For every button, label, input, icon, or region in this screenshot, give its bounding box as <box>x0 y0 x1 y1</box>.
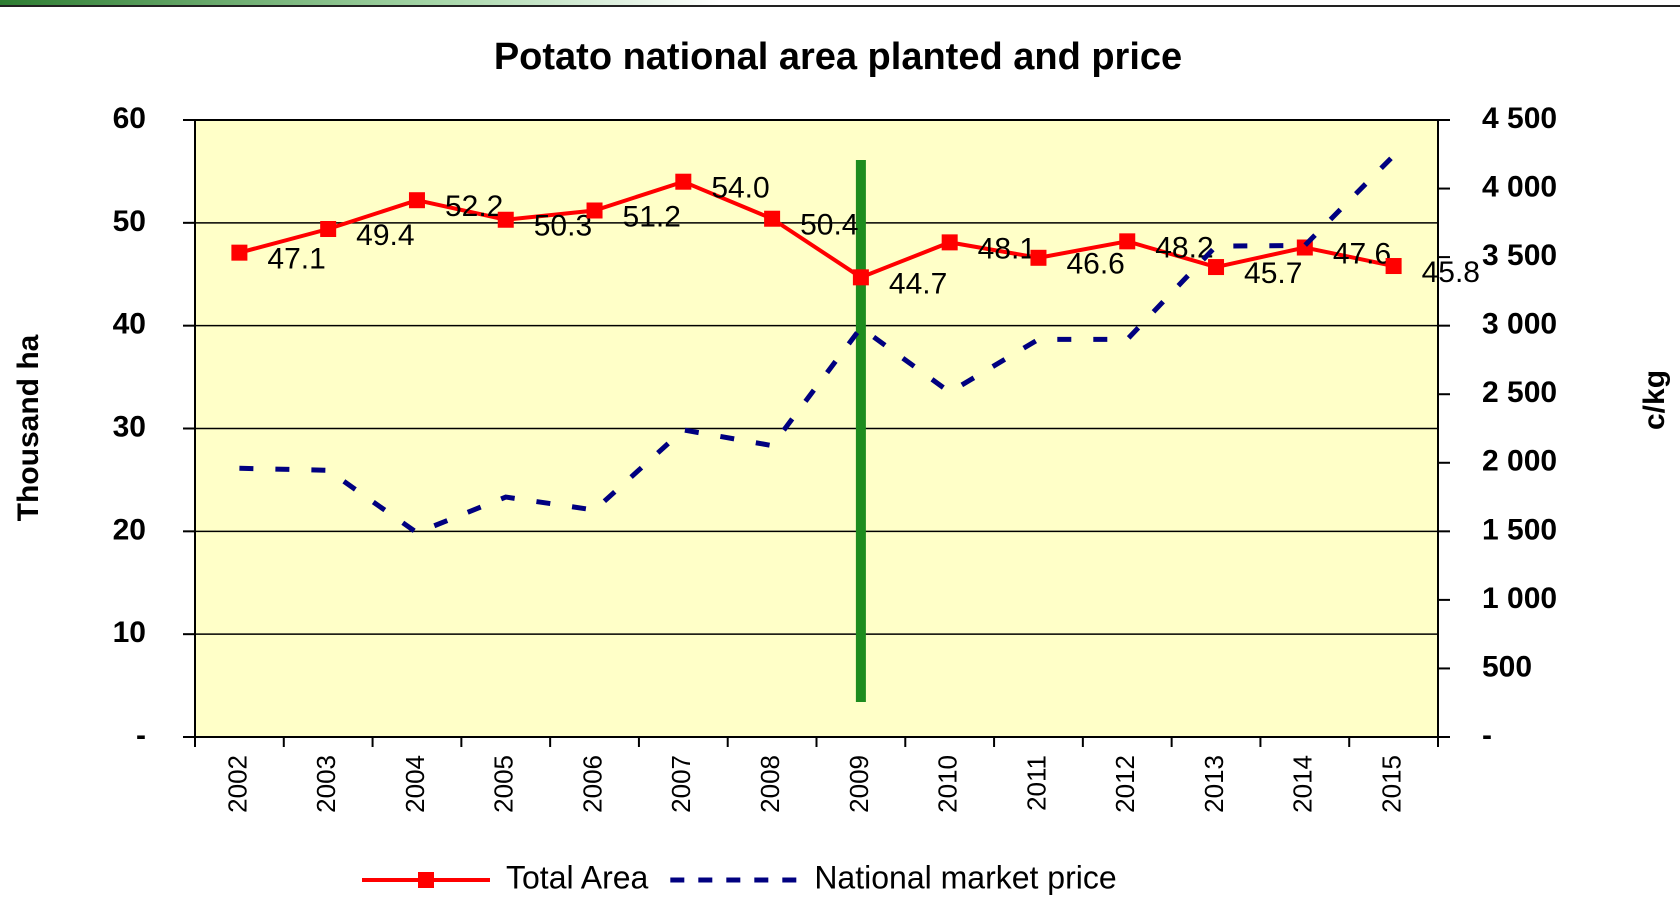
data-label: 47.6 <box>1333 237 1391 270</box>
x-tick-label: 2004 <box>400 755 430 813</box>
point-marker <box>675 173 692 190</box>
y2-axis-title: c/kg <box>1638 370 1671 430</box>
y-tick-label: - <box>136 719 146 752</box>
y2-tick-label: 3 500 <box>1482 239 1557 272</box>
header-band <box>0 0 720 6</box>
y-tick-label: 60 <box>113 102 146 135</box>
x-tick-label: 2007 <box>666 755 696 813</box>
data-label: 47.1 <box>267 243 325 276</box>
x-tick-label: 2008 <box>755 755 785 813</box>
legend-label: National market price <box>814 859 1116 895</box>
x-tick-label: 2012 <box>1110 755 1140 813</box>
y2-tick-label: 2 000 <box>1482 445 1557 478</box>
y2-tick-label: - <box>1482 719 1492 752</box>
point-marker <box>320 221 337 238</box>
point-marker <box>852 269 869 286</box>
series-line <box>238 179 1395 280</box>
data-label: 46.6 <box>1066 248 1124 281</box>
x-tick-label: 2011 <box>1021 755 1051 811</box>
legend-marker <box>418 872 434 888</box>
x-tick-label: 2003 <box>311 755 341 813</box>
y2-tick-label: 3 000 <box>1482 308 1557 341</box>
point-marker <box>586 202 603 219</box>
point-marker <box>1119 233 1136 250</box>
x-tick-label: 2006 <box>577 755 607 813</box>
x-tick-label: 2014 <box>1288 755 1318 813</box>
data-label: 51.2 <box>623 200 681 233</box>
y2-tick-label: 1 000 <box>1482 582 1557 615</box>
x-tick-label: 2005 <box>489 755 519 813</box>
y-tick-label: 40 <box>113 308 146 341</box>
x-tick-label: 2015 <box>1376 755 1406 813</box>
point-marker <box>1385 258 1402 275</box>
x-tick-label: 2010 <box>933 755 963 813</box>
y2-tick-label: 500 <box>1482 650 1532 683</box>
y2-tick-label: 2 500 <box>1482 376 1557 409</box>
data-label: 49.4 <box>356 219 414 252</box>
data-label: 48.1 <box>978 232 1036 265</box>
legend-label: Total Area <box>506 859 649 895</box>
point-marker <box>408 192 425 209</box>
y2-tick-label: 4 000 <box>1482 170 1557 203</box>
data-label: 44.7 <box>889 267 947 300</box>
data-label: 50.4 <box>800 209 858 242</box>
y-tick-label: 10 <box>113 616 146 649</box>
chart-title: Potato national area planted and price <box>494 36 1182 78</box>
data-label: 50.3 <box>534 210 592 243</box>
y-tick-label: 20 <box>113 513 146 546</box>
data-label: 54.0 <box>711 172 769 205</box>
data-label: 45.7 <box>1244 257 1302 290</box>
y-tick-label: 30 <box>113 410 146 443</box>
y-axis-title: Thousand ha <box>12 334 45 521</box>
point-marker <box>764 210 781 227</box>
y2-tick-label: 1 500 <box>1482 513 1557 546</box>
point-marker <box>231 244 248 261</box>
point-marker <box>497 211 514 228</box>
point-marker <box>1030 249 1047 266</box>
data-label: 52.2 <box>445 190 503 223</box>
x-tick-label: 2013 <box>1199 755 1229 813</box>
y-tick-label: 50 <box>113 205 146 238</box>
data-label: 45.8 <box>1422 256 1480 289</box>
x-tick-label: 2002 <box>222 755 252 813</box>
point-marker <box>941 234 958 251</box>
x-tick-label: 2009 <box>844 755 874 813</box>
point-marker <box>1208 259 1225 276</box>
y2-tick-label: 4 500 <box>1482 102 1557 135</box>
